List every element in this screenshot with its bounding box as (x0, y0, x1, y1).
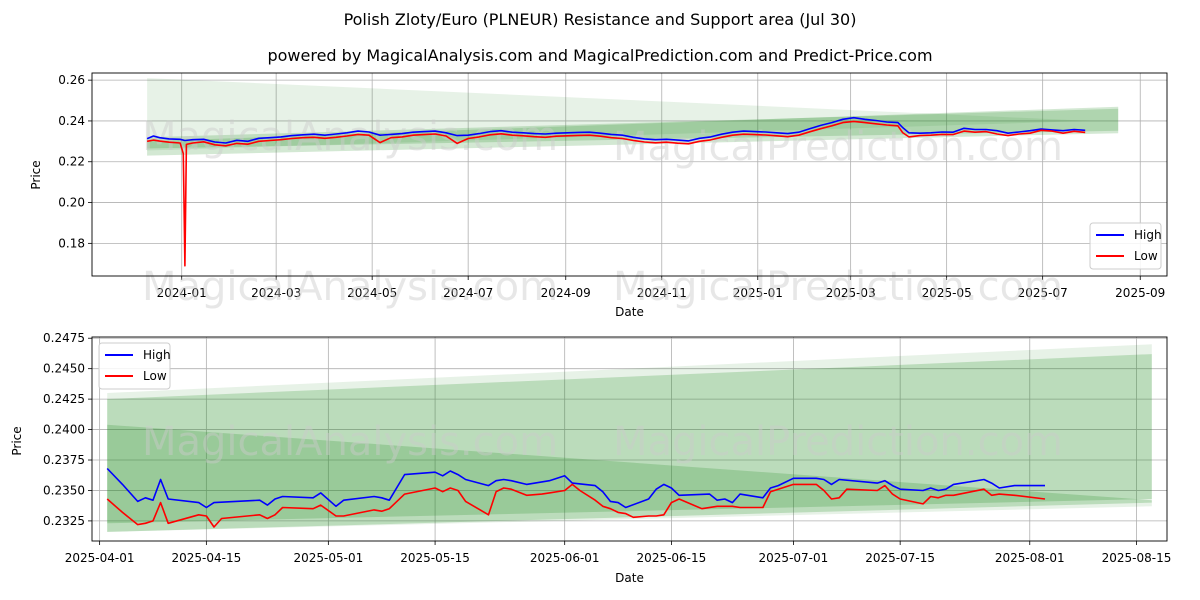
y-tick-label: 0.2400 (43, 423, 85, 437)
series-line-low (146, 120, 1086, 267)
legend-label-high: High (143, 348, 171, 362)
resistance-support-band (107, 354, 1152, 524)
x-tick-label: 2025-01 (733, 286, 783, 300)
x-tick-label: 2025-03 (826, 286, 876, 300)
watermark-text: MagicalPrediction.com (613, 419, 1063, 465)
y-tick-label: 0.22 (58, 155, 85, 169)
series-line-low (106, 483, 1046, 528)
x-tick-label: 2025-08-01 (995, 551, 1065, 565)
watermark-text: MagicalAnalysis.com (142, 114, 558, 160)
y-tick-label: 0.2475 (43, 331, 85, 345)
watermark-text: MagicalPrediction.com (613, 264, 1063, 310)
legend-label-high: High (1134, 228, 1162, 242)
x-axis-label: Date (615, 305, 644, 319)
series-line-high (146, 116, 1086, 144)
x-tick-label: 2024-03 (251, 286, 301, 300)
watermark-text: MagicalAnalysis.com (142, 419, 558, 465)
plot-frame (91, 72, 1168, 277)
x-tick-label: 2025-05 (922, 286, 972, 300)
series-line-high (106, 467, 1045, 509)
y-tick-label: 0.24 (58, 114, 85, 128)
x-tick-label: 2024-01 (157, 286, 207, 300)
y-axis-label: Price (29, 160, 43, 189)
x-tick-label: 2025-07-01 (759, 551, 829, 565)
x-tick-label: 2024-09 (541, 286, 591, 300)
y-tick-label: 0.2375 (43, 453, 85, 467)
resistance-support-band (147, 106, 1119, 156)
legend-label-low: Low (1134, 249, 1158, 263)
x-tick-label: 2025-06-01 (530, 551, 600, 565)
x-tick-label: 2025-07 (1018, 286, 1068, 300)
x-tick-label: 2024-11 (637, 286, 687, 300)
watermark-text: MagicalAnalysis.com (142, 264, 558, 310)
x-tick-label: 2025-08-15 (1102, 551, 1172, 565)
x-tick-label: 2024-07 (443, 286, 493, 300)
y-tick-label: 0.2350 (43, 483, 85, 497)
x-tick-label: 2025-06-15 (637, 551, 707, 565)
y-tick-label: 0.20 (58, 196, 85, 210)
resistance-support-band (107, 424, 1152, 532)
x-tick-label: 2025-04-15 (171, 551, 241, 565)
x-tick-label: 2025-09 (1115, 286, 1165, 300)
y-axis-label: Price (10, 426, 24, 455)
y-tick-label: 0.18 (58, 236, 85, 250)
chart-title: Polish Zloty/Euro (PLNEUR) Resistance an… (343, 10, 857, 29)
x-tick-label: 2025-04-01 (65, 551, 135, 565)
x-tick-label: 2025-07-15 (865, 551, 935, 565)
y-tick-label: 0.2425 (43, 392, 85, 406)
legend-label-low: Low (143, 369, 167, 383)
y-tick-label: 0.2325 (43, 514, 85, 528)
y-tick-label: 0.2450 (43, 362, 85, 376)
x-tick-label: 2025-05-15 (400, 551, 470, 565)
chart-subtitle: powered by MagicalAnalysis.com and Magic… (267, 46, 933, 65)
y-tick-label: 0.26 (58, 73, 85, 87)
x-tick-label: 2025-05-01 (293, 551, 363, 565)
resistance-support-band (147, 78, 1090, 151)
plot-frame (91, 336, 1168, 542)
x-tick-label: 2024-05 (347, 286, 397, 300)
x-axis-label: Date (615, 571, 644, 585)
